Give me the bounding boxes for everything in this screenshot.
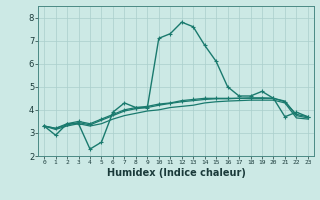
X-axis label: Humidex (Indice chaleur): Humidex (Indice chaleur) xyxy=(107,168,245,178)
